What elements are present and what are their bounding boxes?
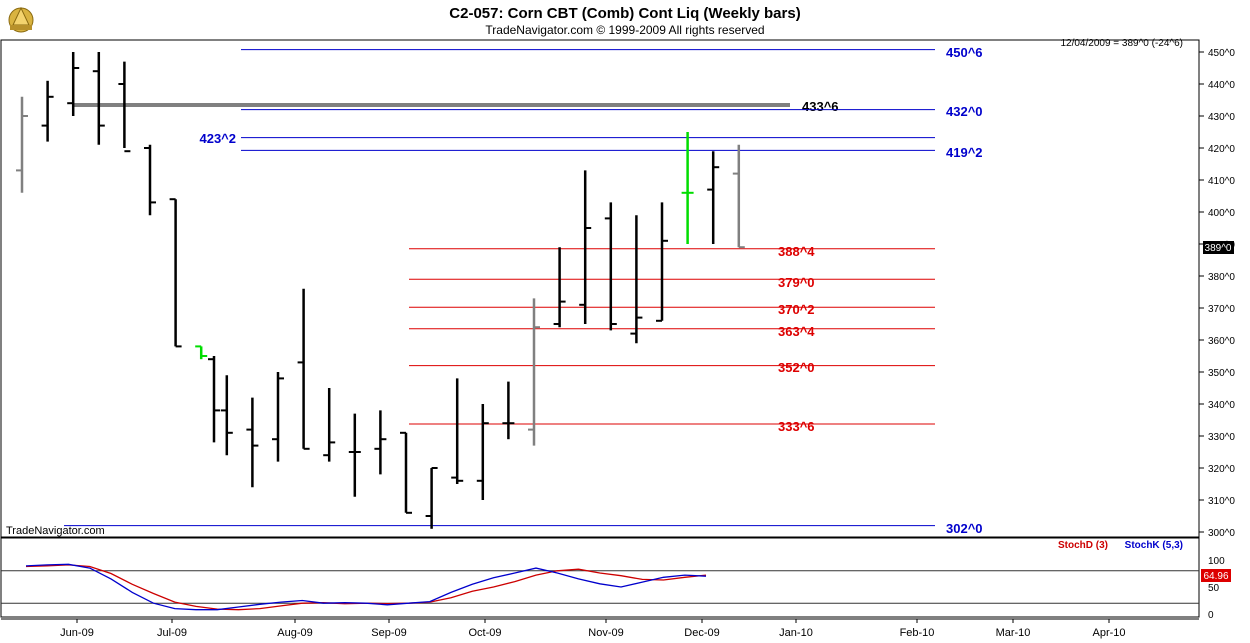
level-lines: 450^6 433^6 432^0 423^2 419^2 388^4 379^0 370^2… bbox=[64, 45, 983, 536]
stoch-tick-label-0: 100 bbox=[1208, 556, 1225, 567]
level-label-10: 333^6 bbox=[778, 419, 815, 434]
level-label-9: 352^0 bbox=[778, 360, 815, 375]
chart-title: C2-057: Corn CBT (Comb) Cont Liq (Weekly… bbox=[449, 5, 800, 22]
ohlc-bar-12 bbox=[297, 288, 310, 450]
price-tick-label-3: 330^0 bbox=[1208, 432, 1235, 443]
date-tick-label-10: Apr-10 bbox=[1092, 627, 1125, 639]
ohlc-bar-16 bbox=[400, 431, 412, 514]
ohlc-bar-4 bbox=[118, 61, 131, 153]
ohlc-bar-15 bbox=[374, 410, 387, 475]
level-label-0: 450^6 bbox=[946, 45, 983, 60]
ohlc-bar-21 bbox=[528, 298, 540, 446]
ohlc-bar-13 bbox=[323, 388, 336, 462]
date-tick-label-1: Jul-09 bbox=[157, 627, 187, 639]
price-bars bbox=[16, 52, 745, 529]
ohlc-bar-24 bbox=[604, 202, 617, 331]
stoch-value-tag: 64.96 bbox=[1203, 571, 1228, 582]
ohlc-bar-5 bbox=[144, 144, 156, 216]
price-tick-label-0: 300^0 bbox=[1208, 528, 1235, 539]
ohlc-bar-2 bbox=[67, 52, 80, 116]
price-axis: 300^0 310^0 320^0 330^0 340^0 350^0 360^0 370^0… bbox=[1199, 48, 1235, 539]
date-tick-label-8: Feb-10 bbox=[900, 627, 935, 639]
last-price-tag-bg bbox=[1203, 241, 1234, 254]
ohlc-bar-0 bbox=[16, 96, 28, 193]
ohlc-bar-26 bbox=[656, 202, 668, 322]
ohlc-bar-28 bbox=[707, 151, 720, 244]
ohlc-bar-10 bbox=[246, 397, 259, 488]
date-tick-label-9: Mar-10 bbox=[996, 627, 1031, 639]
ohlc-bar-22 bbox=[553, 247, 566, 328]
stoch-legend-0: StochD (3) bbox=[1058, 540, 1108, 551]
stoch-value-tag-bg bbox=[1201, 569, 1231, 582]
stochastic-panel: 100 50 0 StochD (3) StochK (5,3) bbox=[1, 540, 1225, 621]
ohlc-bar-29 bbox=[732, 144, 745, 249]
level-label-3: 423^2 bbox=[199, 131, 236, 146]
stoch-panel-frame bbox=[0, 537, 1200, 618]
price-panel-frame bbox=[0, 39, 1200, 538]
ohlc-bar-9 bbox=[220, 375, 233, 456]
date-tick-label-3: Sep-09 bbox=[371, 627, 406, 639]
ohlc-bar-11 bbox=[272, 372, 284, 462]
ohlc-bar-23 bbox=[579, 170, 592, 324]
price-tick-label-4: 340^0 bbox=[1208, 400, 1235, 411]
stoch-series-1 bbox=[25, 563, 707, 611]
price-tick-label-6: 360^0 bbox=[1208, 336, 1235, 347]
date-tick-label-7: Jan-10 bbox=[779, 627, 813, 639]
ohlc-bar-17 bbox=[425, 467, 438, 529]
ohlc-bar-6 bbox=[169, 198, 182, 348]
price-tick-label-12: 420^0 bbox=[1208, 144, 1235, 155]
date-tick-label-5: Nov-09 bbox=[588, 627, 623, 639]
ohlc-bar-18 bbox=[451, 378, 464, 484]
level-label-5: 388^4 bbox=[778, 244, 815, 259]
chart-subtitle: TradeNavigator.com © 1999-2009 All right… bbox=[485, 23, 764, 37]
ohlc-bar-19 bbox=[476, 404, 489, 500]
ohlc-bar-20 bbox=[502, 381, 515, 440]
stoch-legend-1: StochK (5,3) bbox=[1125, 540, 1183, 551]
price-tick-label-13: 430^0 bbox=[1208, 112, 1235, 123]
watermark: TradeNavigator.com bbox=[6, 525, 105, 537]
date-axis: Jun-09 Jul-09 Aug-09 Sep-09 Oct-09 Nov-09 Dec-… bbox=[60, 619, 1126, 639]
date-tick-label-0: Jun-09 bbox=[60, 627, 94, 639]
trade-navigator-logo-icon bbox=[8, 6, 34, 33]
level-label-2: 432^0 bbox=[946, 104, 983, 119]
ohlc-bar-25 bbox=[630, 215, 643, 344]
date-tick-label-6: Dec-09 bbox=[684, 627, 719, 639]
price-tick-label-1: 310^0 bbox=[1208, 496, 1235, 507]
stoch-tick-label-2: 0 bbox=[1208, 610, 1214, 621]
price-tick-label-10: 400^0 bbox=[1208, 208, 1235, 219]
level-label-6: 379^0 bbox=[778, 275, 815, 290]
level-label-11: 302^0 bbox=[946, 521, 983, 536]
price-quote: 12/04/2009 = 389^0 (-24^6) bbox=[1060, 38, 1183, 49]
price-tick-label-5: 350^0 bbox=[1208, 368, 1235, 379]
price-tick-label-11: 410^0 bbox=[1208, 176, 1235, 187]
date-tick-label-2: Aug-09 bbox=[277, 627, 312, 639]
date-tick-label-4: Oct-09 bbox=[468, 627, 501, 639]
level-label-4: 419^2 bbox=[946, 145, 983, 160]
price-tick-label-14: 440^0 bbox=[1208, 80, 1235, 91]
ohlc-bar-8 bbox=[208, 356, 220, 443]
stoch-tick-label-1: 50 bbox=[1208, 583, 1220, 594]
ohlc-bar-1 bbox=[41, 80, 54, 142]
level-label-1: 433^6 bbox=[802, 99, 839, 114]
ohlc-bar-7 bbox=[195, 345, 208, 360]
ohlc-bar-14 bbox=[348, 413, 361, 497]
ohlc-bar-27 bbox=[681, 132, 694, 244]
price-tick-label-15: 450^0 bbox=[1208, 48, 1235, 59]
ohlc-bar-3 bbox=[92, 52, 105, 145]
level-label-8: 363^4 bbox=[778, 324, 815, 339]
last-price-tag: 389^0 bbox=[1205, 243, 1232, 254]
price-tick-label-2: 320^0 bbox=[1208, 464, 1235, 475]
price-tick-label-7: 370^0 bbox=[1208, 304, 1235, 315]
level-label-7: 370^2 bbox=[778, 302, 815, 317]
price-tick-label-8: 380^0 bbox=[1208, 272, 1235, 283]
